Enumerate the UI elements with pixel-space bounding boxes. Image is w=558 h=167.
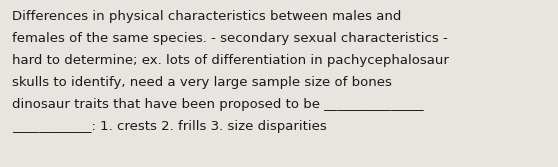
Text: hard to determine; ex. lots of differentiation in pachycephalosaur: hard to determine; ex. lots of different… (12, 54, 449, 67)
Text: Differences in physical characteristics between males and: Differences in physical characteristics … (12, 10, 401, 23)
Text: females of the same species. - secondary sexual characteristics -: females of the same species. - secondary… (12, 32, 448, 45)
Text: ____________: 1. crests 2. frills 3. size disparities: ____________: 1. crests 2. frills 3. siz… (12, 120, 327, 133)
Text: skulls to identify, need a very large sample size of bones: skulls to identify, need a very large sa… (12, 76, 392, 89)
Text: dinosaur traits that have been proposed to be _______________: dinosaur traits that have been proposed … (12, 98, 424, 111)
